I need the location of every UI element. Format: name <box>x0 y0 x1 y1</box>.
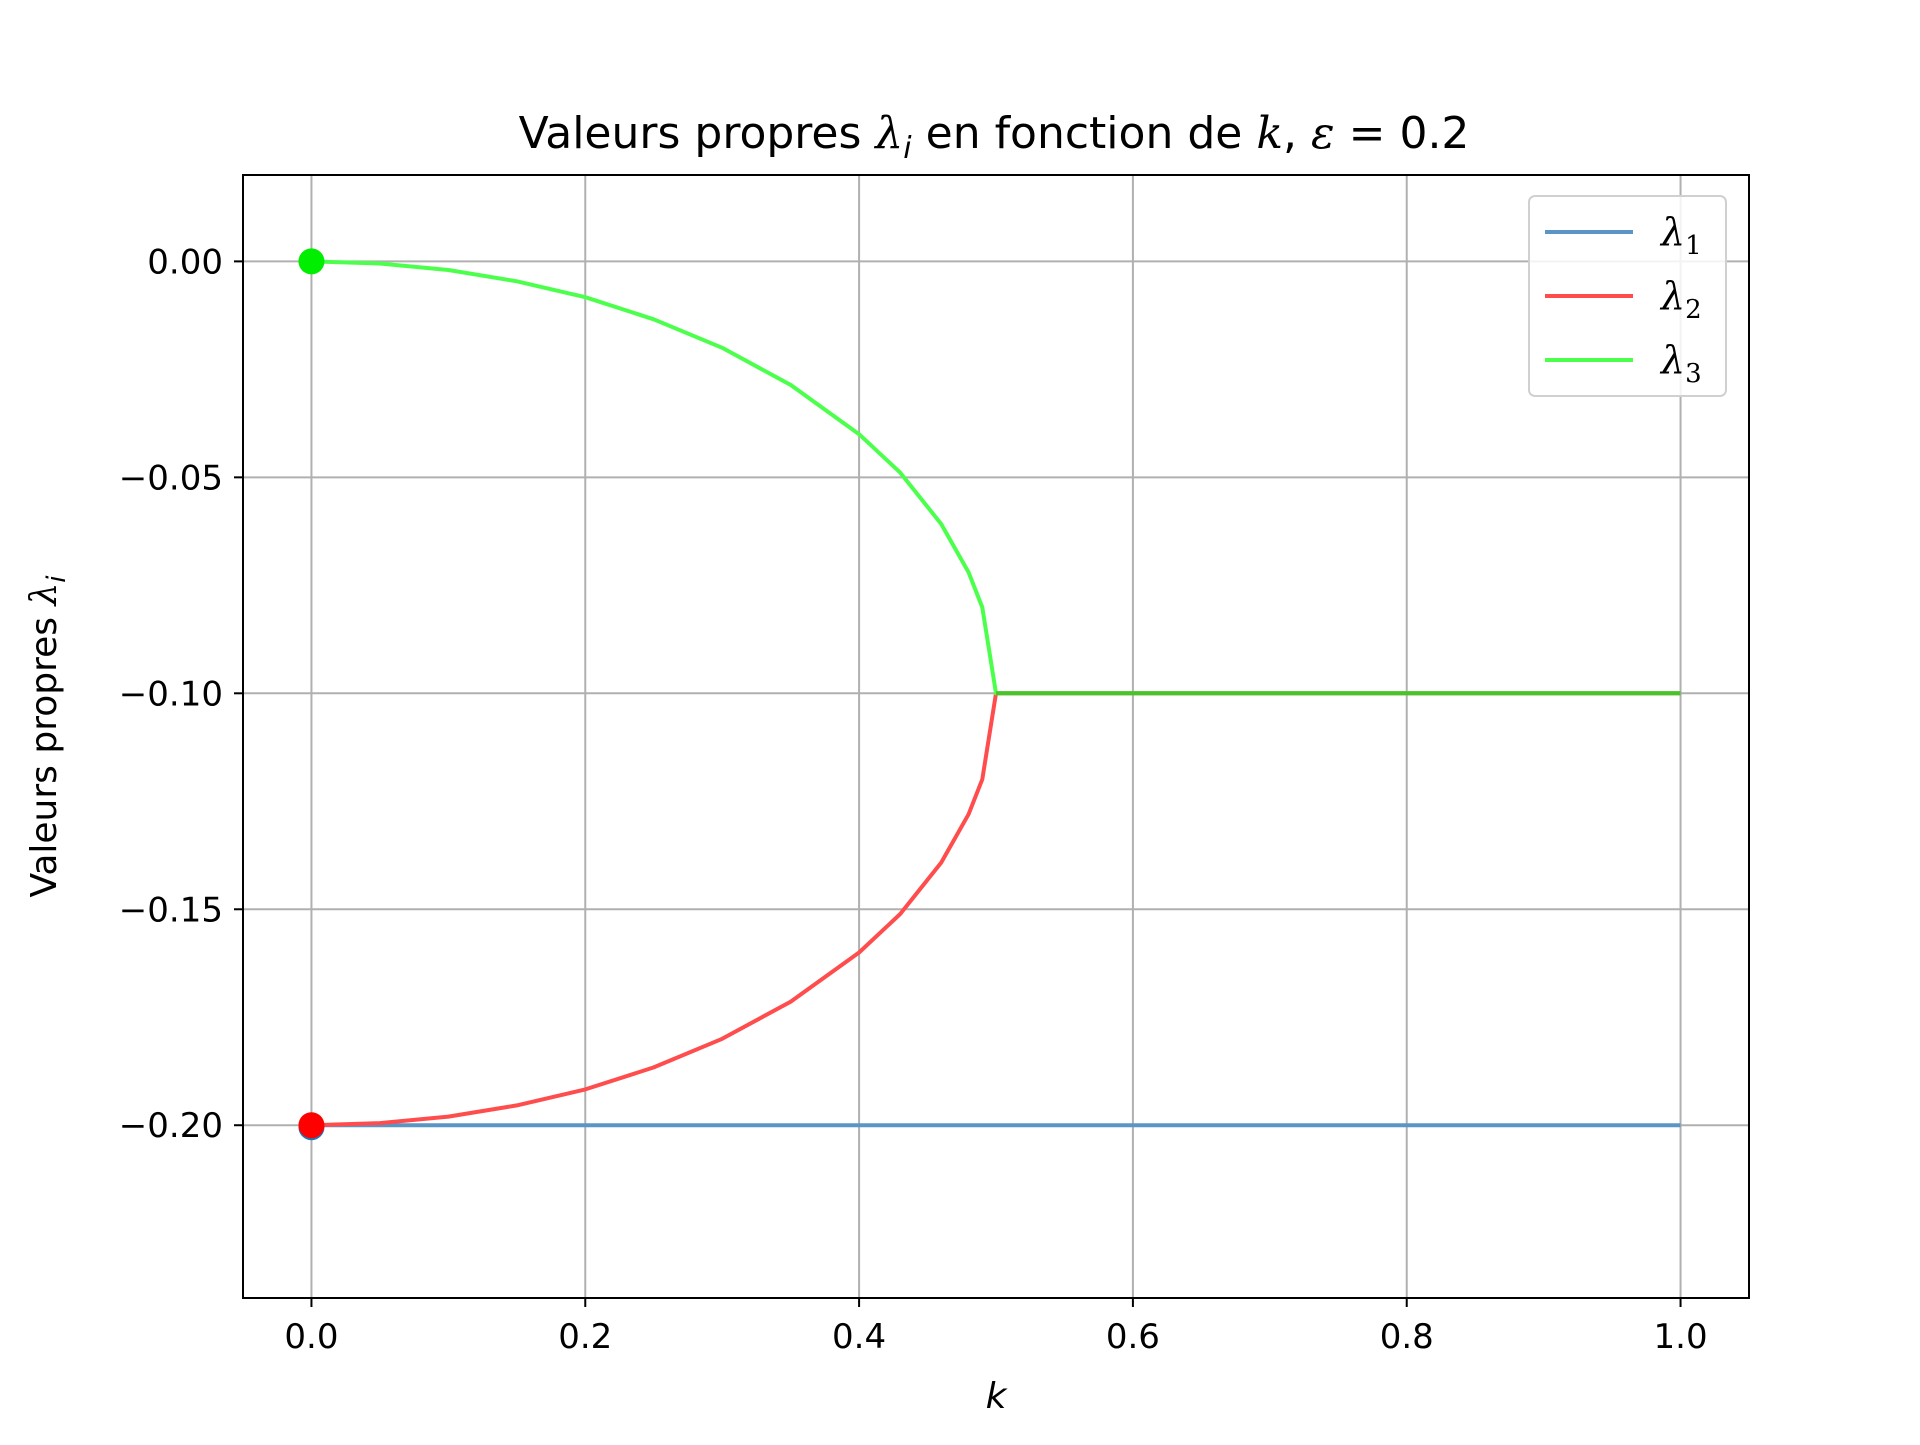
y-tick-label-2: −0.10 <box>119 674 223 714</box>
series-line-3 <box>311 259 1681 696</box>
y-tick-label-1: −0.05 <box>119 458 223 498</box>
x-tick-label-2: 0.4 <box>832 1317 886 1357</box>
y-tick-label-0: 0.00 <box>147 242 223 282</box>
y-tick-label-4: −0.20 <box>119 1106 223 1146</box>
legend-label-2: λ2 <box>1659 274 1702 325</box>
series-lines <box>311 259 1681 1128</box>
start-marker-2 <box>298 1112 325 1139</box>
grid-lines <box>243 175 1749 1298</box>
x-axis-label: k <box>986 1376 1009 1417</box>
legend-label-1: λ1 <box>1659 210 1702 261</box>
y-axis-ticks: 0.00 −0.05 −0.10 −0.15 −0.20 <box>119 242 243 1146</box>
x-tick-label-1: 0.2 <box>558 1317 612 1357</box>
x-tick-label-5: 1.0 <box>1654 1317 1708 1357</box>
chart-title: Valeurs propres λi en fonction de k, ε =… <box>519 108 1470 166</box>
plot-frame <box>242 174 1750 1299</box>
x-tick-label-3: 0.6 <box>1106 1317 1160 1357</box>
legend: λ1 λ2 λ3 <box>1528 195 1727 397</box>
start-markers <box>298 248 325 1141</box>
x-axis-ticks: 0.0 0.2 0.4 0.6 0.8 1.0 <box>284 1298 1708 1357</box>
y-tick-label-3: −0.15 <box>119 890 223 930</box>
start-marker-3 <box>298 248 325 275</box>
x-tick-label-4: 0.8 <box>1380 1317 1434 1357</box>
y-axis-label: Valeurs propres λi <box>24 575 72 898</box>
series-line-2 <box>311 691 1681 1128</box>
legend-label-3: λ3 <box>1659 338 1702 389</box>
x-tick-label-0: 0.0 <box>284 1317 338 1357</box>
